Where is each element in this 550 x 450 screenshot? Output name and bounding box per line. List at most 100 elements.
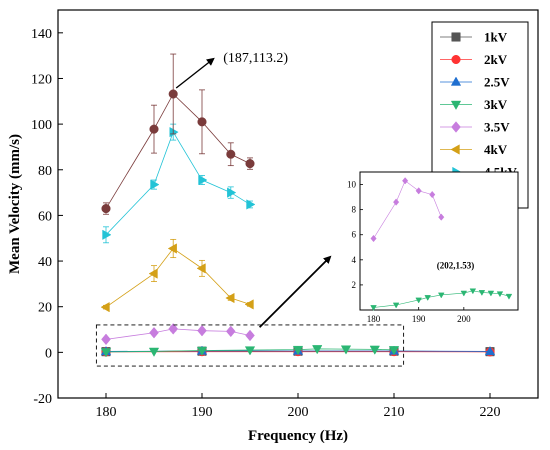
legend-label: 4kV bbox=[484, 142, 508, 157]
legend-item: 2kV bbox=[440, 52, 508, 67]
annotation-layer: (187,113.2) bbox=[95, 51, 405, 367]
data-point bbox=[225, 292, 235, 304]
series-4.7kV bbox=[101, 53, 255, 215]
data-point bbox=[388, 346, 400, 356]
data-point bbox=[150, 179, 160, 190]
legend-marker bbox=[451, 32, 461, 42]
x-axis-title: Frequency (Hz) bbox=[248, 428, 348, 444]
data-point bbox=[484, 345, 496, 356]
data-point bbox=[227, 187, 237, 198]
inset-y-tick-label: 2 bbox=[352, 280, 357, 290]
data-point bbox=[101, 333, 111, 346]
legend-marker bbox=[451, 121, 461, 133]
inset-frame bbox=[359, 171, 519, 311]
data-point bbox=[168, 89, 178, 99]
inset-data-point bbox=[478, 290, 486, 296]
data-point bbox=[198, 174, 208, 186]
x-tick-label: 220 bbox=[480, 405, 501, 420]
inset-data-point bbox=[438, 213, 445, 221]
inset-x-tick-label: 190 bbox=[412, 314, 426, 324]
inset-data-point bbox=[415, 187, 422, 195]
data-point bbox=[196, 346, 208, 356]
data-point bbox=[340, 345, 352, 355]
x-tick-label: 180 bbox=[96, 405, 117, 420]
y-tick-label: 120 bbox=[31, 72, 52, 87]
inset-data-point bbox=[469, 288, 477, 295]
data-point bbox=[148, 347, 160, 357]
inset-data-point bbox=[437, 292, 445, 299]
legend-item: 1kV bbox=[440, 30, 508, 45]
series-3kV bbox=[100, 345, 400, 358]
y-tick-label: 80 bbox=[38, 164, 52, 179]
inset-y-tick-label: 4 bbox=[352, 255, 357, 265]
data-point bbox=[197, 324, 207, 337]
series-4.5kV bbox=[102, 123, 256, 244]
series-4kV bbox=[100, 238, 254, 313]
data-point bbox=[101, 204, 111, 214]
data-point bbox=[197, 117, 207, 127]
y-tick-label: -20 bbox=[33, 392, 52, 407]
data-point bbox=[245, 329, 255, 342]
inset-y-tick-label: 8 bbox=[352, 205, 357, 215]
zoom-arrow bbox=[258, 255, 332, 328]
data-point bbox=[167, 243, 177, 254]
legend-item: 2.5V bbox=[440, 75, 510, 90]
legend-item: 3kV bbox=[440, 97, 508, 112]
legend-item: 3.5V bbox=[440, 120, 510, 135]
legend-label: 1kV bbox=[484, 30, 508, 45]
data-point bbox=[226, 149, 236, 159]
inset-x-tick-label: 200 bbox=[457, 314, 471, 324]
inset-data-point bbox=[402, 177, 409, 185]
inset-data-point bbox=[393, 198, 400, 206]
y-tick-label: 20 bbox=[38, 301, 52, 316]
data-point bbox=[244, 346, 256, 356]
inset-data-point bbox=[392, 302, 400, 309]
x-tick-label: 190 bbox=[192, 405, 213, 420]
legend-label: 3.5V bbox=[484, 120, 510, 135]
inset-data-point bbox=[505, 293, 513, 300]
inset-data-point bbox=[415, 297, 422, 304]
data-point bbox=[245, 159, 255, 169]
data-point bbox=[102, 229, 112, 240]
legend-marker bbox=[450, 100, 462, 110]
inset-data-point bbox=[370, 234, 377, 243]
inset-series-line bbox=[373, 180, 442, 239]
x-tick-label: 210 bbox=[384, 405, 405, 420]
y-axis-title: Mean Velocity (mm/s) bbox=[7, 134, 23, 274]
legend-marker bbox=[450, 76, 462, 86]
series-line bbox=[105, 131, 251, 236]
y-tick-label: 40 bbox=[38, 255, 52, 270]
inset-series-3.5V bbox=[370, 177, 445, 243]
legend-label: 2kV bbox=[484, 52, 508, 67]
inset-data-point bbox=[429, 190, 436, 199]
data-point bbox=[100, 348, 112, 358]
data-point bbox=[148, 268, 158, 279]
data-point bbox=[244, 299, 254, 310]
inset-data-point bbox=[370, 305, 377, 311]
data-point bbox=[149, 124, 159, 134]
legend-marker bbox=[451, 54, 461, 65]
data-point bbox=[149, 326, 159, 339]
inset-series-3kV bbox=[370, 288, 513, 311]
legend-marker bbox=[450, 144, 460, 155]
data-point bbox=[225, 325, 236, 338]
legend-item: 4kV bbox=[440, 142, 508, 157]
inset-annotation: (202,1.53) bbox=[437, 261, 475, 271]
y-tick-label: 60 bbox=[38, 209, 52, 224]
inset-chart: 2 4 6 8 10 180 190 200 (202,1.53) bbox=[347, 171, 519, 324]
y-tick-label: 100 bbox=[31, 118, 52, 133]
inset-data-point bbox=[496, 291, 504, 298]
legend-label: 3kV bbox=[484, 97, 508, 112]
x-tick-label: 200 bbox=[288, 405, 309, 420]
series-layer bbox=[100, 53, 496, 358]
series-3.5V bbox=[101, 323, 255, 346]
inset-data-point bbox=[424, 295, 432, 301]
data-point bbox=[369, 345, 380, 355]
data-point bbox=[169, 126, 179, 138]
inset-data-point bbox=[487, 290, 495, 297]
inset-y-tick-label: 10 bbox=[347, 180, 357, 190]
inset-y-tick-label: 6 bbox=[352, 230, 357, 240]
data-point bbox=[292, 345, 304, 356]
